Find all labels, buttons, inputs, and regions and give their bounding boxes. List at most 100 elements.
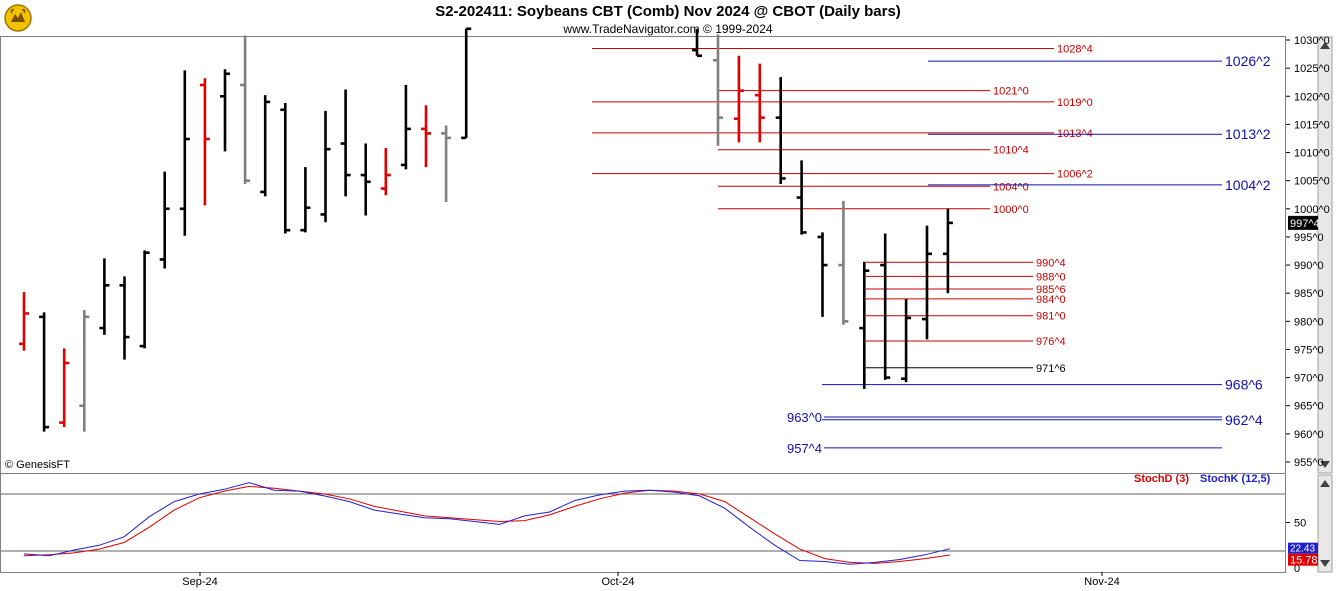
y-tick-label: 965^0 [1294, 401, 1324, 413]
y-tick-label: 1005^0 [1294, 176, 1330, 188]
y-tick-label: 955^0 [1294, 457, 1324, 469]
price-bar [59, 348, 70, 428]
level-label: 1013^2 [1225, 126, 1271, 142]
scroll-down-icon[interactable] [1320, 461, 1330, 468]
price-bar [260, 95, 271, 197]
price-bar [139, 250, 150, 349]
watermark: © GenesisFT [5, 459, 70, 471]
gold-bull-logo-icon [4, 4, 32, 32]
level-line: 1004^0 [718, 181, 1029, 193]
stoch-k-legend: StochK (12,5) [1200, 473, 1271, 485]
price-bar [340, 89, 351, 197]
last-price-label: 997^4 [1290, 218, 1320, 230]
y-tick-label: 1010^0 [1294, 148, 1330, 160]
stoch-d-legend: StochD (3) [1134, 473, 1189, 485]
price-bar [922, 225, 932, 340]
y-tick-label: 995^0 [1294, 232, 1324, 244]
level-line: 1000^0 [718, 204, 1029, 216]
level-label: 990^4 [1036, 257, 1066, 269]
level-label: 1026^2 [1225, 53, 1271, 69]
osc-scroll-down-icon[interactable] [1320, 560, 1330, 567]
scroll-up-icon[interactable] [1320, 42, 1330, 49]
level-line: 1004^2 [928, 177, 1271, 193]
price-bar [280, 103, 291, 234]
last-k-tag [1288, 542, 1318, 554]
level-line: 1006^2 [592, 169, 1093, 181]
last-price-tag [1288, 215, 1318, 230]
level-label: 971^6 [1036, 363, 1066, 375]
price-bar [421, 105, 431, 168]
level-label: 1028^4 [1057, 43, 1093, 55]
price-bar [461, 27, 472, 140]
level-line: 963^0 [787, 410, 1222, 425]
oscillator-scrollbar[interactable] [1317, 474, 1333, 573]
price-bar [199, 78, 210, 206]
level-label: 1006^2 [1057, 169, 1093, 181]
price-bar [320, 110, 331, 223]
price-bar [400, 85, 411, 170]
price-bar [713, 34, 723, 146]
last-k-label: 22.43 [1290, 544, 1315, 555]
last-d-tag [1288, 553, 1318, 566]
level-line: 1028^4 [592, 43, 1093, 55]
level-line: 985^6 [866, 284, 1066, 296]
level-label: 984^0 [1036, 294, 1066, 306]
level-line: 971^6 [866, 363, 1066, 375]
chart-title: S2-202411: Soybeans CBT (Comb) Nov 2024 … [435, 3, 901, 20]
y-tick-label: 1030^0 [1294, 35, 1330, 47]
price-bar [159, 171, 170, 269]
level-label: 1004^0 [993, 181, 1029, 193]
x-tick-label: Sep-24 [182, 576, 217, 588]
stoch-d-line [23, 485, 951, 564]
price-bar [796, 160, 807, 235]
level-line: 990^4 [866, 257, 1066, 269]
last-d-label: 15.78 [1290, 555, 1318, 567]
price-bar [240, 35, 251, 185]
price-bar [360, 143, 371, 216]
price-bar [880, 233, 891, 380]
level-line: 1026^2 [928, 53, 1271, 69]
osc-scroll-up-icon[interactable] [1320, 480, 1330, 487]
level-label: 957^4 [787, 441, 822, 456]
price-bar [754, 63, 765, 143]
level-label: 1004^2 [1225, 177, 1271, 193]
price-bar [942, 208, 953, 294]
level-label: 981^0 [1036, 311, 1066, 323]
price-bar [838, 200, 849, 325]
level-line: 962^4 [822, 412, 1263, 428]
stoch-k-line [23, 482, 951, 565]
level-line: 968^6 [822, 377, 1263, 393]
osc-y-tick-label: 0 [1294, 563, 1300, 575]
level-line: 1019^0 [592, 97, 1093, 109]
y-tick-label: 975^0 [1294, 344, 1324, 356]
level-label: 1021^0 [993, 86, 1029, 98]
level-line: 1021^0 [718, 86, 1029, 98]
y-tick-label: 985^0 [1294, 288, 1324, 300]
price-bar [441, 125, 452, 203]
price-bar [79, 310, 90, 432]
level-label: 1019^0 [1057, 97, 1093, 109]
y-tick-label: 1020^0 [1294, 91, 1330, 103]
level-line: 957^4 [787, 441, 1222, 456]
y-tick-label: 970^0 [1294, 373, 1324, 385]
level-label: 1000^0 [993, 204, 1029, 216]
price-bar [380, 148, 391, 196]
chart-subtitle: www.TradeNavigator.com © 1999-2024 [563, 22, 773, 36]
y-tick-label: 990^0 [1294, 260, 1324, 272]
level-label: 1010^4 [993, 145, 1029, 157]
x-tick-label: Oct-24 [601, 576, 634, 588]
price-bar [220, 69, 230, 152]
level-line: 1010^4 [718, 145, 1029, 157]
price-bar [733, 55, 744, 143]
level-label: 988^0 [1036, 271, 1066, 283]
y-tick-label: 1015^0 [1294, 119, 1330, 131]
price-bar [179, 70, 190, 236]
x-tick-label: Nov-24 [1084, 576, 1119, 588]
level-line: 981^0 [866, 311, 1066, 323]
price-scrollbar[interactable] [1317, 36, 1333, 474]
y-tick-label: 1000^0 [1294, 204, 1330, 216]
price-bar [859, 261, 870, 389]
price-bar [775, 77, 786, 185]
oscillator-panel-frame [0, 473, 1286, 573]
y-tick-label: 1025^0 [1294, 63, 1330, 75]
